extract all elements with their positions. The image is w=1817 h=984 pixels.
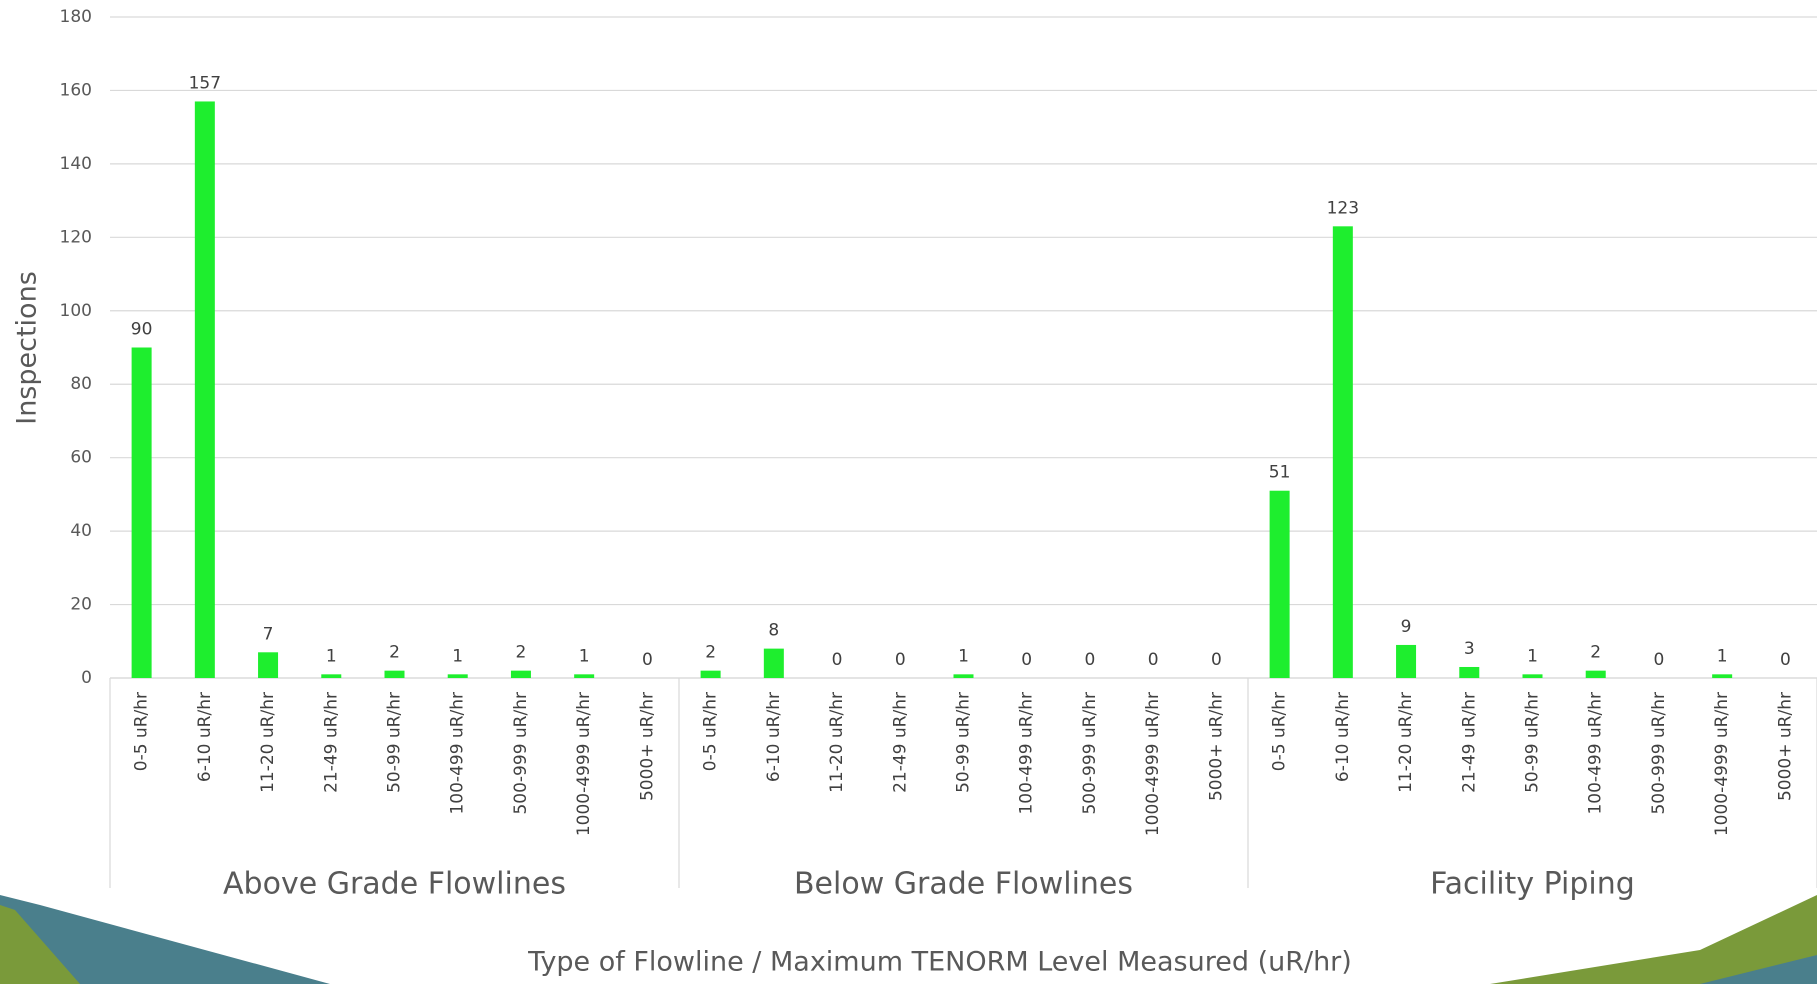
decor-swoosh-right <box>1490 895 1817 984</box>
x-tick-label: 500-999 uR/hr <box>1080 692 1100 815</box>
data-label: 2 <box>705 643 716 663</box>
bar <box>131 347 152 678</box>
data-label: 0 <box>642 650 653 670</box>
data-label: 0 <box>1211 650 1222 670</box>
data-label: 8 <box>768 621 779 641</box>
y-tick-label: 0 <box>81 668 92 688</box>
y-tick-label: 40 <box>70 521 92 541</box>
bar <box>574 674 595 678</box>
data-label: 1 <box>958 646 969 666</box>
y-tick-label: 140 <box>60 154 92 174</box>
x-tick-label: 6-10 uR/hr <box>1333 692 1353 782</box>
x-tick-label: 5000+ uR/hr <box>1775 692 1795 801</box>
y-tick-label: 160 <box>60 80 92 100</box>
bar <box>258 652 279 678</box>
x-tick-label: 11-20 uR/hr <box>1396 692 1416 793</box>
x-tick-label: 11-20 uR/hr <box>258 692 278 793</box>
data-label: 2 <box>389 643 400 663</box>
data-label: 157 <box>189 73 221 93</box>
data-label: 2 <box>516 643 527 663</box>
bar <box>1522 674 1543 678</box>
data-label: 0 <box>1654 650 1665 670</box>
data-label: 0 <box>1780 650 1791 670</box>
data-label: 90 <box>131 320 153 340</box>
bar <box>953 674 974 678</box>
decor-swoosh-right-blue <box>1700 955 1817 984</box>
x-tick-label: 100-499 uR/hr <box>448 692 468 815</box>
data-label: 1 <box>579 646 590 666</box>
x-axis-title: Type of Flowline / Maximum TENORM Level … <box>527 947 1352 978</box>
x-tick-label: 1000-4999 uR/hr <box>1143 692 1163 836</box>
data-label: 0 <box>832 650 843 670</box>
x-tick-label: 5000+ uR/hr <box>1206 692 1226 801</box>
data-label: 123 <box>1327 198 1359 218</box>
group-label: Facility Piping <box>1430 867 1635 902</box>
bar <box>1459 666 1480 678</box>
bar <box>700 670 721 678</box>
y-tick-label: 60 <box>70 448 92 468</box>
y-tick-label: 180 <box>60 7 92 27</box>
data-label: 0 <box>1148 650 1159 670</box>
x-tick-label: 21-49 uR/hr <box>1459 692 1479 793</box>
decor-swoosh-left-green <box>0 905 80 984</box>
bar <box>194 101 215 678</box>
x-tick-label: 6-10 uR/hr <box>195 692 215 782</box>
bar <box>1396 644 1417 678</box>
bar <box>447 674 468 678</box>
x-tick-label: 6-10 uR/hr <box>764 692 784 782</box>
x-tick-label: 0-5 uR/hr <box>701 692 721 771</box>
x-tick-label: 0-5 uR/hr <box>1270 692 1290 771</box>
x-tick-label: 21-49 uR/hr <box>890 692 910 793</box>
data-label: 1 <box>326 646 337 666</box>
x-tick-label: 0-5 uR/hr <box>132 692 152 771</box>
data-label: 0 <box>895 650 906 670</box>
group-label: Below Grade Flowlines <box>794 867 1133 902</box>
y-tick-label: 120 <box>60 227 92 247</box>
bar <box>384 670 405 678</box>
x-tick-label: 50-99 uR/hr <box>954 692 974 793</box>
data-label: 0 <box>1085 650 1096 670</box>
data-label: 1 <box>452 646 463 666</box>
decor-swoosh-left <box>0 895 330 984</box>
x-tick-label: 21-49 uR/hr <box>321 692 341 793</box>
data-label: 0 <box>1021 650 1032 670</box>
bar <box>1585 670 1606 678</box>
bar <box>1269 490 1290 678</box>
y-tick-label: 80 <box>70 374 92 394</box>
bar <box>510 670 531 678</box>
x-tick-label: 11-20 uR/hr <box>827 692 847 793</box>
data-label: 1 <box>1527 646 1538 666</box>
data-label: 1 <box>1717 646 1728 666</box>
data-label: 9 <box>1401 617 1412 637</box>
data-label: 7 <box>263 624 274 644</box>
x-tick-label: 1000-4999 uR/hr <box>574 692 594 836</box>
x-tick-label: 5000+ uR/hr <box>637 692 657 801</box>
group-label: Above Grade Flowlines <box>223 867 566 902</box>
data-label: 51 <box>1269 463 1291 483</box>
data-label: 2 <box>1590 643 1601 663</box>
data-label: 3 <box>1464 639 1475 659</box>
x-tick-label: 100-499 uR/hr <box>1017 692 1037 815</box>
x-tick-label: 1000-4999 uR/hr <box>1712 692 1732 836</box>
bar <box>763 648 784 678</box>
x-tick-label: 50-99 uR/hr <box>1523 692 1543 793</box>
bar <box>1712 674 1733 678</box>
x-tick-label: 100-499 uR/hr <box>1586 692 1606 815</box>
x-tick-label: 50-99 uR/hr <box>385 692 405 793</box>
y-tick-label: 100 <box>60 301 92 321</box>
x-tick-label: 500-999 uR/hr <box>511 692 531 815</box>
x-tick-label: 500-999 uR/hr <box>1649 692 1669 815</box>
y-axis-title: Inspections <box>12 271 43 425</box>
bar <box>321 674 342 678</box>
y-tick-label: 20 <box>70 595 92 615</box>
bar <box>1332 226 1353 679</box>
